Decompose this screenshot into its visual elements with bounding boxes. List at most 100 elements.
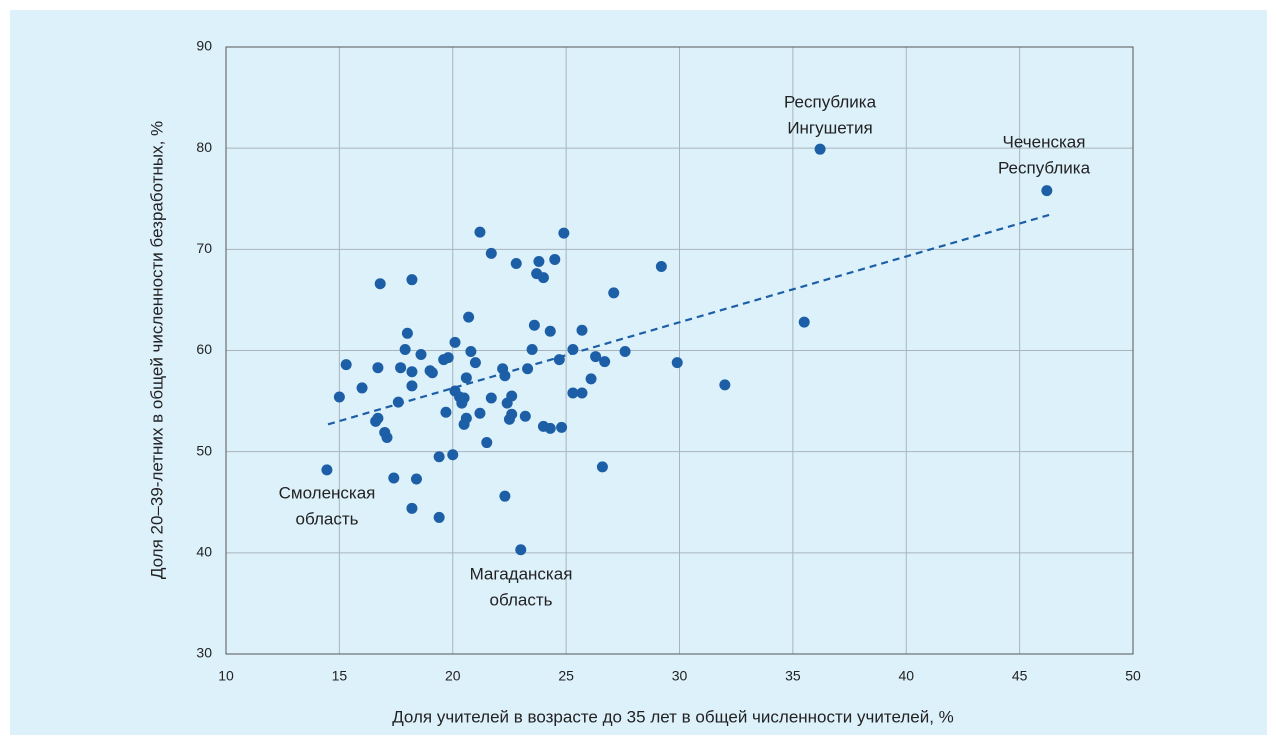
annotation: Ингушетия (787, 118, 872, 137)
point (1041, 185, 1053, 197)
y-tick-label: 50 (196, 442, 212, 458)
x-tick-label: 10 (218, 668, 234, 684)
plot-frame (225, 46, 1134, 655)
point (460, 372, 472, 384)
point (590, 351, 602, 363)
point (533, 255, 545, 267)
y-tick-label: 90 (196, 38, 212, 54)
y-tick-label: 80 (196, 139, 212, 155)
x-tick-label: 50 (1125, 668, 1141, 684)
point (576, 324, 588, 336)
point (463, 311, 475, 323)
annotation: область (490, 590, 553, 609)
point (655, 261, 667, 273)
point (506, 408, 518, 420)
point (395, 362, 407, 374)
point (333, 391, 345, 403)
x-tick-label: 45 (1012, 668, 1028, 684)
point (499, 490, 511, 502)
point (526, 343, 538, 355)
point (410, 473, 422, 485)
point (558, 227, 570, 239)
point (510, 257, 522, 269)
point (433, 451, 445, 463)
point (440, 406, 452, 418)
point (553, 354, 565, 366)
point (567, 387, 579, 399)
point (567, 343, 579, 355)
point (585, 373, 597, 385)
x-tick-label: 25 (558, 668, 574, 684)
x-tick-label: 40 (898, 668, 914, 684)
point (340, 359, 352, 371)
y-tick-label: 40 (196, 544, 212, 560)
point (608, 287, 620, 299)
point (442, 352, 454, 364)
point (356, 382, 368, 394)
point (426, 367, 438, 379)
point (544, 325, 556, 337)
annotation: Республика (784, 92, 877, 111)
annotation: Республика (998, 158, 1091, 177)
point (485, 247, 497, 259)
point (372, 362, 384, 374)
point (465, 346, 477, 358)
point (449, 336, 461, 348)
x-tick-label: 30 (672, 668, 688, 684)
background (10, 10, 1267, 735)
trend-line (327, 213, 1050, 426)
point (456, 397, 468, 409)
y-tick-label: 70 (196, 240, 212, 256)
point (549, 253, 561, 265)
point (415, 349, 427, 361)
point (388, 472, 400, 484)
point (515, 544, 527, 556)
point (798, 316, 810, 328)
point (619, 346, 631, 358)
x-tick-label: 20 (445, 668, 461, 684)
point (599, 356, 611, 368)
point (576, 387, 588, 399)
point (596, 461, 608, 473)
y-tick-label: 30 (196, 645, 212, 661)
point (814, 143, 826, 155)
point (481, 437, 493, 449)
point (406, 380, 418, 392)
y-tick-label: 60 (196, 341, 212, 357)
point (381, 432, 393, 444)
point (372, 412, 384, 424)
point (537, 272, 549, 284)
point (522, 363, 534, 375)
annotation: Магаданская (470, 564, 573, 583)
point (399, 343, 411, 355)
point (433, 511, 445, 523)
point (406, 274, 418, 286)
point (469, 357, 481, 369)
point (485, 392, 497, 404)
x-axis-label: Доля учителей в возрасте до 35 лет в общ… (392, 707, 954, 726)
point (401, 327, 413, 339)
point (519, 410, 531, 422)
x-tick-label: 35 (785, 668, 801, 684)
point (447, 449, 459, 461)
point (474, 407, 486, 419)
point (544, 422, 556, 434)
x-tick-label: 15 (332, 668, 348, 684)
point (374, 278, 386, 290)
point (499, 370, 511, 382)
annotation: Чеченская (1003, 132, 1086, 151)
point (528, 319, 540, 331)
point (392, 396, 404, 408)
point (719, 379, 731, 391)
point (671, 357, 683, 369)
point (406, 366, 418, 378)
y-axis-label: Доля 20–39-летних в общей численности бе… (147, 121, 166, 579)
point (506, 390, 518, 402)
point (406, 502, 418, 514)
annotation: область (296, 509, 359, 528)
point (474, 226, 486, 238)
point (556, 421, 568, 433)
annotation: Смоленская (279, 483, 376, 502)
point (321, 464, 333, 476)
